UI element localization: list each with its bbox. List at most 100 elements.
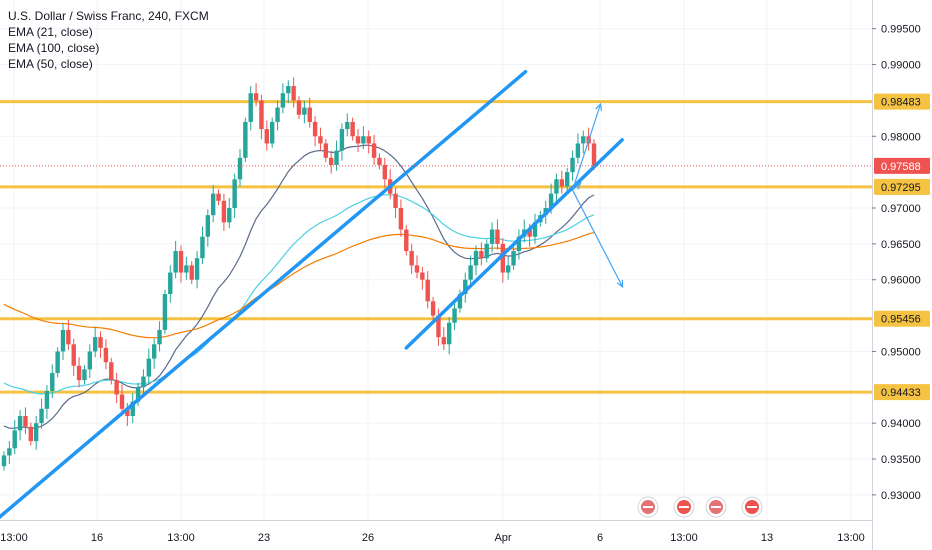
- candle-body: [511, 251, 516, 266]
- candle: [489, 222, 495, 253]
- candle: [146, 348, 152, 383]
- candle: [66, 319, 71, 351]
- price-tag-label: 0.97295: [881, 182, 921, 194]
- candle: [581, 130, 586, 154]
- level-price-tag[interactable]: 0.95456: [874, 310, 930, 327]
- candle: [243, 117, 248, 163]
- candle-body: [302, 107, 307, 115]
- candle-body: [484, 243, 489, 259]
- price-axis[interactable]: 0.99500 0.99000 0.98000 0.97000 0.96500 0.960…: [872, 0, 932, 550]
- candle-body: [409, 251, 414, 266]
- time-tick-label: 13:00: [167, 532, 195, 544]
- candle-body: [200, 236, 205, 259]
- candle: [12, 420, 17, 455]
- trendline-main[interactable]: [0, 69, 528, 519]
- candle: [323, 139, 329, 163]
- price-tag-bg: [874, 178, 930, 195]
- candle: [44, 385, 50, 419]
- candle-body: [151, 344, 157, 359]
- candle: [463, 272, 468, 303]
- candle-body: [44, 390, 50, 409]
- candle: [286, 80, 291, 104]
- candle-body: [82, 369, 87, 381]
- projection-arrows[interactable]: [571, 102, 624, 289]
- candle: [221, 193, 227, 231]
- candle-body: [248, 93, 253, 122]
- horizontal-levels[interactable]: [0, 100, 872, 394]
- candle: [189, 261, 194, 285]
- symbol-title[interactable]: U.S. Dollar / Swiss Franc, 240, FXCM: [8, 9, 209, 23]
- candle: [420, 266, 425, 290]
- candle: [468, 255, 473, 286]
- candle: [291, 77, 296, 108]
- arrow-up[interactable]: [571, 102, 603, 191]
- time-tick-label: Apr: [494, 532, 511, 544]
- level-price-tag[interactable]: 0.97295: [874, 178, 930, 195]
- candle: [307, 97, 312, 128]
- candle-body: [452, 308, 457, 323]
- time-axis[interactable]: 13:00 16 13:00 23 26 Apr 6 13:00 13 13:00: [0, 520, 872, 550]
- price-tick-label: 0.99000: [881, 60, 921, 72]
- economic-events[interactable]: [637, 496, 763, 518]
- indicator-ema50[interactable]: EMA (50, close): [8, 57, 93, 71]
- candle: [500, 238, 506, 283]
- candle-body: [425, 279, 430, 302]
- candle-body: [17, 416, 23, 431]
- time-tick-label: 26: [362, 532, 374, 544]
- candle: [135, 383, 141, 406]
- indicator-ema21[interactable]: EMA (21, close): [8, 25, 93, 39]
- candle-body: [286, 86, 291, 94]
- candle-body: [468, 265, 473, 280]
- candle-body: [323, 143, 329, 158]
- candle: [382, 157, 388, 188]
- level-price-tag[interactable]: 0.94433: [874, 384, 930, 401]
- candle-body: [23, 416, 28, 427]
- candle: [505, 256, 511, 280]
- arrow-small[interactable]: [572, 181, 582, 191]
- candle-body: [430, 301, 436, 316]
- candle-body: [76, 365, 82, 381]
- trendlines[interactable]: [0, 69, 624, 519]
- candle-body: [189, 265, 194, 280]
- candle: [76, 357, 82, 388]
- level-price-tag[interactable]: 0.98483: [874, 93, 930, 110]
- candle: [216, 189, 221, 206]
- candle-body: [227, 208, 232, 223]
- candle: [361, 126, 366, 150]
- event-flag-icon[interactable]: [673, 496, 695, 518]
- candle: [205, 209, 211, 247]
- candle-body: [414, 265, 420, 273]
- candle: [55, 347, 60, 378]
- event-flag-icon[interactable]: [741, 496, 763, 518]
- candle: [162, 289, 168, 335]
- candle-body: [296, 100, 302, 115]
- candle-body: [500, 243, 506, 273]
- candle: [232, 173, 237, 219]
- candle: [446, 317, 452, 355]
- event-flag-icon[interactable]: [637, 496, 659, 518]
- candle: [366, 130, 371, 154]
- candle-body: [130, 401, 135, 416]
- current-price-tag[interactable]: 0.97588: [874, 157, 930, 174]
- candle-body: [463, 279, 468, 295]
- arrow-shaft: [571, 103, 602, 191]
- arrow-down[interactable]: [572, 189, 624, 289]
- candle-body: [71, 344, 76, 366]
- candle-body: [516, 236, 522, 252]
- price-tick-label: 0.98000: [881, 131, 921, 143]
- price-tag-bg: [874, 93, 930, 110]
- candle-body: [66, 329, 71, 345]
- candle: [194, 251, 200, 289]
- trendline-channel[interactable]: [404, 138, 624, 350]
- candle: [7, 441, 12, 465]
- candle: [87, 344, 93, 378]
- price-tick-label: 0.93000: [881, 490, 921, 502]
- candle: [312, 116, 318, 147]
- candle: [71, 338, 76, 376]
- indicator-ema100[interactable]: EMA (100, close): [8, 41, 100, 55]
- chart-grid: [0, 0, 872, 520]
- candle-body: [119, 394, 125, 409]
- candle: [151, 338, 157, 369]
- event-flag-icon[interactable]: [705, 496, 727, 518]
